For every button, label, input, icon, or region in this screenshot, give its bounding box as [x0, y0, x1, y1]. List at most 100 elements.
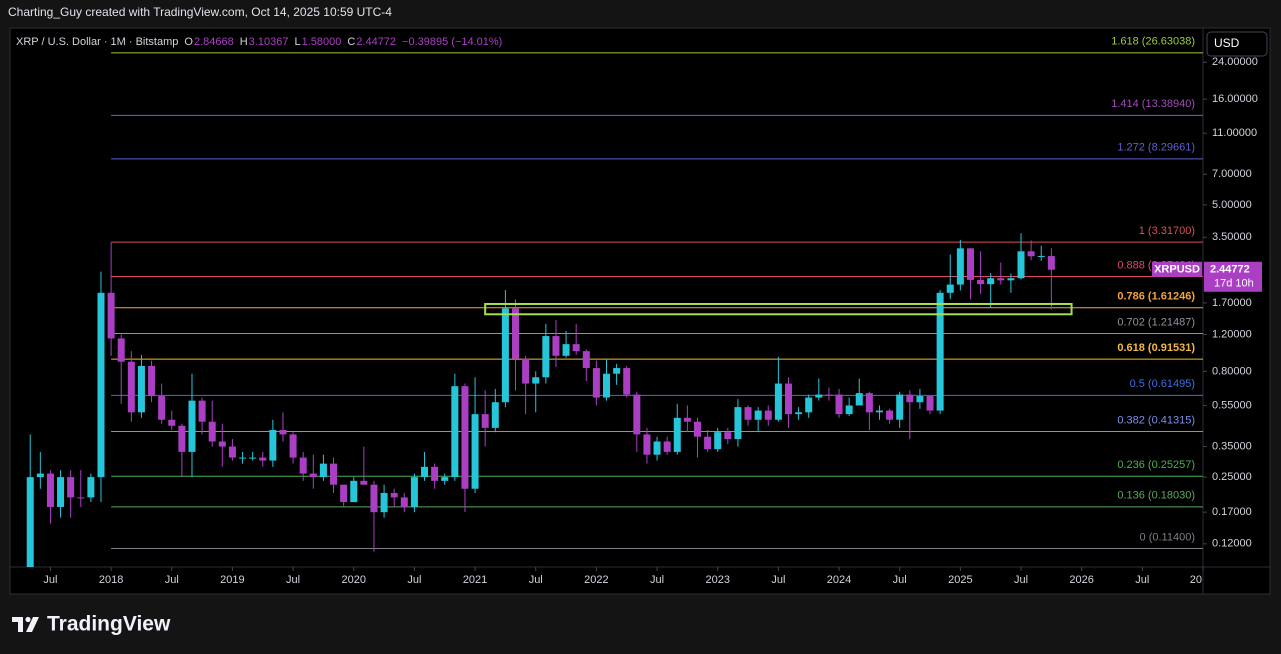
fib-label: 0.236 (0.25257) [1117, 459, 1195, 471]
candle-body [734, 407, 742, 440]
symbol-legend: XRP / U.S. Dollar · 1M · Bitstamp O 2.846… [16, 36, 502, 48]
chart-panel [9, 27, 1271, 595]
candle-body [724, 432, 732, 440]
candle-body [603, 373, 610, 398]
candle-body [1007, 278, 1015, 281]
candle-body [1037, 255, 1045, 257]
fib-label: 0 (0.11400) [1140, 531, 1195, 543]
candle-body [754, 410, 762, 420]
candle-body [239, 457, 247, 459]
candle-body [744, 407, 752, 420]
candle-body [228, 446, 236, 458]
x-tick-label: Jul [165, 574, 179, 586]
candle-body [1027, 251, 1035, 257]
y-tick-label: 0.80000 [1212, 365, 1252, 377]
candle-body [299, 457, 307, 474]
x-tick-label: 2020 [342, 574, 366, 586]
candle-body [522, 358, 530, 384]
candle-body [501, 308, 509, 403]
candle-body [269, 429, 277, 461]
fib-label: 1 (3.31700) [1139, 225, 1195, 237]
logo-text: TradingView [47, 613, 171, 636]
candle-body [886, 410, 894, 420]
logo: TradingView [12, 613, 171, 636]
fib-label: 1.272 (8.29661) [1117, 142, 1195, 154]
y-tick-label: 1.70000 [1212, 297, 1252, 309]
x-tick-label: 2022 [584, 574, 608, 586]
candle-body [350, 480, 358, 503]
candle-body [46, 473, 54, 507]
x-tick-label: Jul [286, 574, 300, 586]
candle-body [936, 292, 944, 411]
candle-body [643, 434, 651, 455]
fib-label: 0.618 (0.91531) [1117, 342, 1195, 354]
candle-body [178, 425, 186, 452]
candle-body [168, 419, 176, 426]
fib-label: 0.136 (0.18030) [1117, 490, 1195, 502]
ohlc-value: 2.44772 [356, 36, 396, 48]
candle-body [26, 477, 34, 567]
candle-body [208, 421, 216, 442]
candle-body [663, 441, 671, 452]
x-tick-label: Jul [650, 574, 664, 586]
ohlc-value: 2.84668 [194, 36, 234, 48]
candle-body [633, 394, 641, 435]
logo-icon [25, 616, 31, 623]
candle-body [653, 441, 661, 455]
candle-body [865, 393, 873, 413]
candle-body [512, 308, 520, 359]
candle-body [582, 351, 590, 369]
candle-body [987, 278, 995, 285]
candle-body [764, 410, 772, 420]
candle-body [330, 463, 338, 485]
candle-body [491, 402, 499, 428]
candle-body [916, 396, 924, 403]
candle-body [946, 284, 954, 293]
y-tick-label: 16.00000 [1212, 93, 1258, 105]
candle-body [896, 394, 904, 420]
candle-body [360, 480, 368, 485]
candle-body [552, 336, 560, 356]
currency-button[interactable] [1206, 31, 1268, 57]
ohlc-key: O [184, 36, 193, 48]
candle-body [774, 383, 782, 420]
x-tick-label: 2018 [99, 574, 123, 586]
y-tick-label: 0.35000 [1212, 440, 1252, 452]
axes: 24.00000 16.00000 11.00000 7.00000 5.00000 3.… [43, 56, 1262, 586]
fib-label: 0.786 (1.61246) [1117, 291, 1195, 303]
price-tag [1204, 261, 1262, 292]
x-tick-label: Jul [771, 574, 785, 586]
candle-body [400, 497, 408, 507]
candle-body [1047, 256, 1055, 270]
candle-body [825, 394, 833, 396]
plot-area: 1.618 (26.63038) 1.414 (13.38940) 1.272 (8… [26, 36, 1203, 567]
candle-body [714, 432, 722, 450]
x-tick-label: 2023 [705, 574, 729, 586]
candle-body [977, 279, 985, 285]
x-tick-label: Jul [407, 574, 421, 586]
candle-body [592, 368, 600, 398]
candle-body [704, 436, 712, 450]
logo-icon [12, 617, 23, 632]
y-tick-label: 0.55000 [1212, 399, 1252, 411]
currency-button-label[interactable]: USD [1214, 36, 1240, 50]
x-tick-label: Jul [43, 574, 57, 586]
ohlc-value: 1.58000 [302, 36, 342, 48]
candle-body [431, 466, 439, 481]
logo-icon [26, 617, 39, 632]
candle-body [481, 414, 489, 428]
fib-label: 0.5 (0.61495) [1130, 378, 1195, 390]
candle-body [127, 361, 135, 413]
y-tick-label: 1.20000 [1212, 328, 1252, 340]
candle-body [158, 396, 166, 420]
candle-body [77, 497, 85, 499]
candle-body [218, 441, 226, 447]
ohlc-key: C [347, 36, 355, 48]
candle-body [370, 484, 378, 513]
candle-body [855, 393, 863, 406]
candle-body [289, 434, 297, 458]
candle-body [572, 344, 580, 352]
ohlc-key: L [294, 36, 300, 48]
x-tick-label: 2024 [827, 574, 851, 586]
fib-label: 1.618 (26.63038) [1111, 36, 1195, 48]
